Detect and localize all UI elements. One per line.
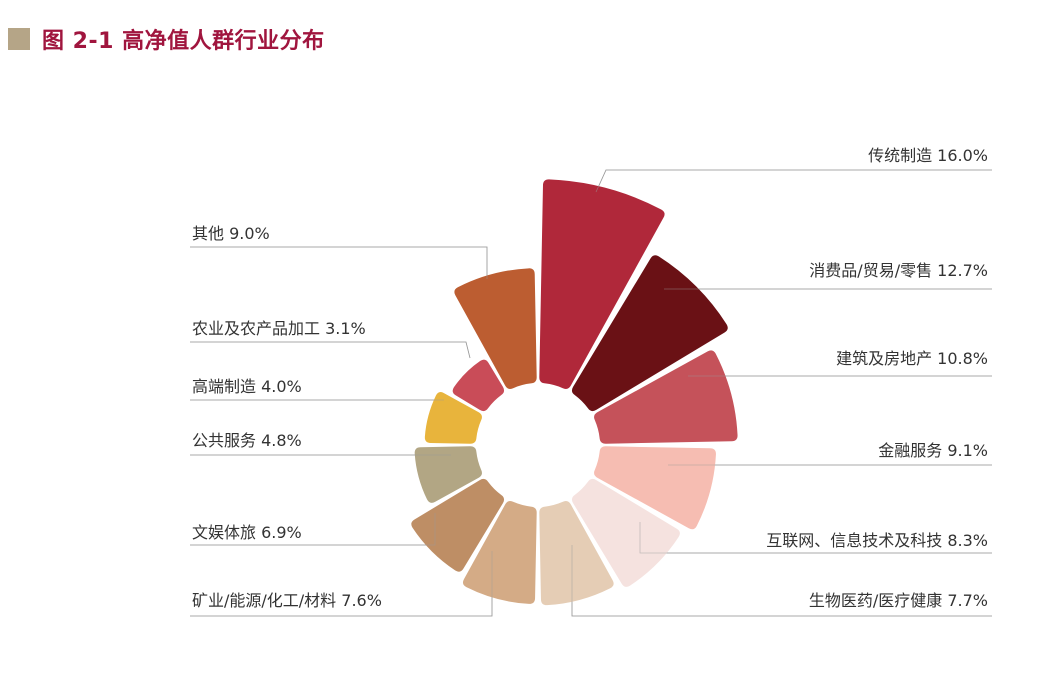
slice-label: 互联网、信息技术及科技 8.3% bbox=[766, 531, 988, 550]
leader-line-overlay bbox=[571, 545, 992, 617]
slice-8 bbox=[411, 478, 505, 572]
slice-label: 消费品/贸易/零售 12.7% bbox=[809, 261, 988, 280]
slice-label: 高端制造 4.0% bbox=[192, 377, 302, 396]
slice-label: 建筑及房地产 10.8% bbox=[836, 349, 988, 368]
slice-2 bbox=[571, 255, 728, 412]
leader-line-overlay bbox=[190, 551, 493, 617]
slice-label: 传统制造 16.0% bbox=[868, 146, 988, 165]
slice-6 bbox=[539, 501, 614, 606]
slice-10 bbox=[424, 392, 482, 444]
slice-3 bbox=[594, 350, 738, 444]
slice-label: 文娱体旅 6.9% bbox=[192, 523, 302, 542]
leader-line bbox=[190, 341, 471, 359]
leader-line-overlay bbox=[190, 513, 436, 546]
slice-label: 金融服务 9.1% bbox=[878, 441, 988, 460]
slice-label: 公共服务 4.8% bbox=[192, 431, 302, 450]
slice-label: 农业及农产品加工 3.1% bbox=[192, 319, 366, 338]
slice-9 bbox=[414, 446, 482, 503]
slice-4 bbox=[594, 446, 716, 530]
leader-line bbox=[190, 246, 488, 279]
slice-5 bbox=[571, 478, 680, 587]
chart-title-bar: 图 2-1 高净值人群行业分布 bbox=[8, 22, 325, 56]
slice-12 bbox=[454, 268, 537, 389]
leader-line-overlay bbox=[595, 169, 992, 193]
slice-label: 其他 9.0% bbox=[192, 224, 270, 243]
slice-label: 矿业/能源/化工/材料 7.6% bbox=[192, 591, 382, 610]
leader-line-overlay bbox=[639, 522, 992, 554]
leader-line-overlay bbox=[190, 341, 471, 359]
title-square-icon bbox=[8, 28, 30, 50]
slice-1 bbox=[539, 179, 665, 389]
leader-line-overlay bbox=[190, 246, 488, 279]
slice-label: 生物医药/医疗健康 7.7% bbox=[809, 591, 988, 610]
chart-title: 图 2-1 高净值人群行业分布 bbox=[42, 29, 325, 54]
slice-11 bbox=[452, 359, 505, 412]
leader-line bbox=[595, 169, 992, 193]
slice-7 bbox=[462, 501, 537, 604]
